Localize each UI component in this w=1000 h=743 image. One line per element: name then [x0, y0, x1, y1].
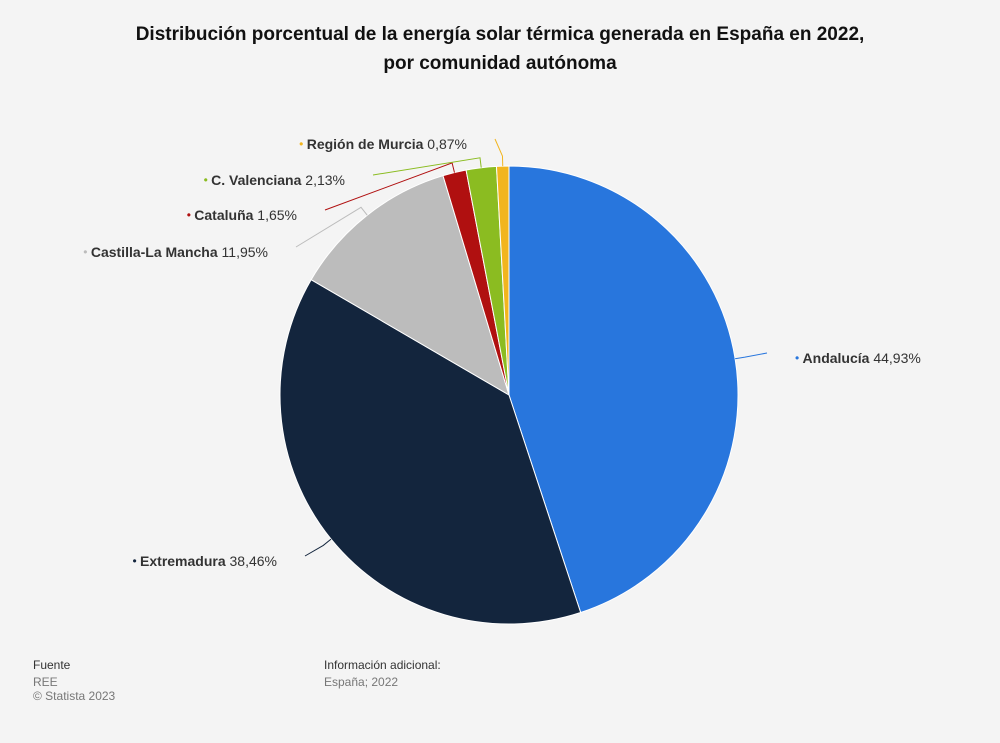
pie-slice — [279, 279, 582, 625]
source: REE — [33, 675, 58, 689]
category-label: Andalucía — [803, 350, 870, 366]
slice-label: • C. Valenciana 2,13% — [204, 172, 345, 188]
value-label: 44,93% — [873, 350, 920, 366]
value-label: 2,13% — [305, 172, 345, 188]
category-label: Extremadura — [140, 553, 226, 569]
legend-bullet: • — [795, 351, 803, 365]
value-label: 11,95% — [222, 244, 268, 260]
leader-line — [295, 206, 368, 248]
legend-bullet: • — [132, 554, 140, 568]
slice-label: • Cataluña 1,65% — [187, 207, 297, 223]
copyright: © Statista 2023 — [33, 689, 116, 703]
category-label: Región de Murcia — [307, 136, 424, 152]
value-label: 0,87% — [427, 136, 467, 152]
category-label: C. Valenciana — [211, 172, 301, 188]
leader-line — [324, 162, 455, 211]
leader-line — [735, 352, 768, 360]
value-label: 38,46% — [230, 553, 277, 569]
category-label: Cataluña — [194, 207, 253, 223]
info: España; 2022 — [324, 675, 398, 689]
leader-line — [304, 538, 332, 557]
legend-bullet: • — [204, 173, 212, 187]
slice-label: • Extremadura 38,46% — [132, 553, 277, 569]
category-label: Castilla-La Mancha — [91, 244, 218, 260]
value-label: 1,65% — [257, 207, 297, 223]
legend-bullet: • — [299, 137, 307, 151]
slice-label: • Región de Murcia 0,87% — [299, 136, 467, 152]
slice-label: • Andalucía 44,93% — [795, 350, 921, 366]
info-title: Información adicional: — [324, 658, 441, 672]
legend-bullet: • — [83, 245, 91, 259]
legend-bullet: • — [187, 208, 195, 222]
leader-line — [494, 138, 504, 167]
slice-label: • Castilla-La Mancha 11,95% — [83, 244, 268, 260]
source-title: Fuente — [33, 658, 71, 672]
pie-slice — [310, 175, 510, 397]
chart-title: Distribución porcentual de la energía so… — [136, 24, 865, 74]
leader-line — [372, 157, 482, 176]
